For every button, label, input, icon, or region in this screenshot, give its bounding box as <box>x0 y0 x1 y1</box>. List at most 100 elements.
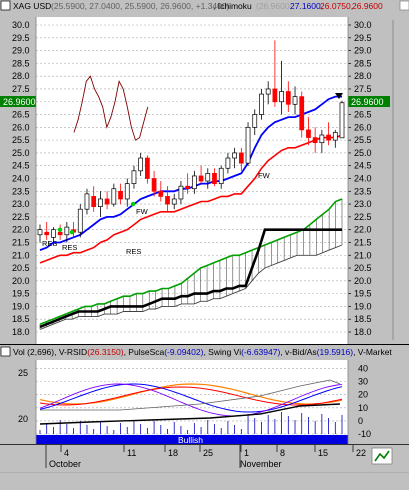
left-price-tick-label: 21.0 <box>12 250 30 260</box>
vol-label-9: , V-Market <box>353 347 392 357</box>
last-price-tag-left <box>0 96 36 107</box>
vol-label-8: (19.5916) <box>317 347 354 357</box>
vol-tick-label: 20 <box>358 390 368 400</box>
price-tick-label: 22.0 <box>354 225 372 235</box>
candle-body <box>57 231 63 236</box>
date-tick-label: 18 <box>168 448 178 458</box>
candle-body <box>77 208 83 233</box>
candle-body <box>104 198 110 205</box>
candle-body <box>178 185 184 200</box>
price-tick-label: 19.5 <box>354 289 372 299</box>
indicator-value-1: (26.9600, <box>256 1 292 11</box>
date-tick-label: 15 <box>318 448 328 458</box>
date-tick-label: 11 <box>127 448 136 458</box>
candle-body <box>131 170 137 184</box>
price-tick-label: 29.0 <box>354 46 372 56</box>
tenkan-blue-line <box>39 95 342 251</box>
left-price-tick-label: 23.5 <box>12 186 30 196</box>
candle-body <box>299 96 305 131</box>
right-scroll-gutter[interactable] <box>390 12 409 345</box>
candle-body <box>158 190 164 197</box>
price-tick-label: 18.0 <box>354 327 372 337</box>
indicator-value-4: 26.9600 <box>352 1 383 11</box>
candle-body <box>205 173 211 182</box>
indicator-value-2: 27.1600, <box>290 1 323 11</box>
candle-body <box>259 93 264 115</box>
price-tick-label: 21.0 <box>354 250 372 260</box>
bidask-line <box>39 383 343 417</box>
left-price-tick-label: 27.5 <box>12 84 30 94</box>
price-tick-label: 19.0 <box>354 301 372 311</box>
left-price-tick-label: 28.0 <box>12 71 30 81</box>
signal-dot <box>130 201 136 207</box>
price-tick-label: 23.0 <box>354 199 372 209</box>
candle-body <box>238 152 244 164</box>
price-tick-label: 26.5 <box>354 110 372 120</box>
date-tick-label: 1 <box>244 448 249 458</box>
candle-body <box>124 183 130 200</box>
pane-menu-icon[interactable] <box>0 0 11 11</box>
candle-body <box>191 175 197 190</box>
date-tick-label: 4 <box>64 448 69 458</box>
candle-body <box>64 226 70 236</box>
price-tick-label: 27.5 <box>354 84 372 94</box>
vol-label-5: , Swing Vi <box>203 347 241 357</box>
left-price-tick-label: 26.0 <box>12 122 30 132</box>
swing-line <box>39 383 343 413</box>
indicator-value-3: 26.0750, <box>320 1 353 11</box>
vol-tick-label: 30 <box>358 377 368 387</box>
pane-close-icon[interactable] <box>399 0 409 11</box>
price-tick-label: 25.0 <box>354 148 372 158</box>
left-price-tick-label: 23.0 <box>12 199 30 209</box>
vol-tick-label: -10 <box>358 429 371 439</box>
candle-body <box>265 88 271 95</box>
left-price-tick-label: 20.5 <box>12 263 30 273</box>
left-price-tick-label: 20.0 <box>12 276 30 286</box>
senkou-thick-line <box>39 228 342 329</box>
candle-body <box>171 198 177 205</box>
vol-tick-label: 10 <box>358 403 368 413</box>
annotation-label: RES <box>42 239 57 248</box>
chikou-line <box>73 75 149 141</box>
candle-body <box>145 157 150 179</box>
candle-body <box>165 196 170 205</box>
candle-body <box>326 134 331 141</box>
horizontal-scrollbar[interactable] <box>0 472 409 490</box>
left-price-tick-label: 29.0 <box>12 46 30 56</box>
candle-body <box>218 167 224 184</box>
left-price-axis: 30.029.529.028.528.027.527.026.526.025.5… <box>12 20 30 337</box>
last-price-right: 26.9600 <box>351 97 384 107</box>
candle-body <box>111 188 117 205</box>
vol-tick-label: 40 <box>358 364 368 374</box>
date-ticks: 4 11 18 25 1 8 15 22 <box>45 445 366 468</box>
date-axis: 4 11 18 25 1 8 15 22 October November <box>0 444 409 490</box>
left-price-tick-label: 26.5 <box>12 110 30 120</box>
bullish-label: Bullish <box>178 435 203 444</box>
date-tick-label: 8 <box>280 448 285 458</box>
price-tick-label: 24.5 <box>354 161 372 171</box>
left-price-tick-label: 30.0 <box>12 20 30 30</box>
left-price-tick-label: 29.5 <box>12 33 30 43</box>
volume-indicator-pane[interactable]: Vol (2,696), V-RSID(26.3150), PulseSca(-… <box>0 344 409 444</box>
candle-body <box>306 129 311 138</box>
vol-left-axis: 25 20 <box>18 368 28 424</box>
candle-body <box>91 196 97 207</box>
left-price-tick-label: 21.5 <box>12 237 30 247</box>
kijun-red-line <box>39 134 343 264</box>
candle-body <box>319 134 325 144</box>
candle-body <box>44 231 50 236</box>
vol-label-2: (26.3150) <box>87 347 124 357</box>
price-tick-label: 30.0 <box>354 20 372 30</box>
price-chart[interactable]: RES RES RES FW FW 30.0 29.5 29.0 28.5 28.0 27.5 27… <box>0 0 409 345</box>
candle-body <box>198 175 204 182</box>
vol-tick-label: 0 <box>358 416 363 426</box>
vol-left-tick-label: 25 <box>18 368 28 378</box>
date-tick-label: 22 <box>356 448 366 458</box>
candle-body <box>285 91 291 105</box>
vol-pane-menu-icon[interactable] <box>0 346 11 357</box>
volume-indicator-lines <box>36 368 348 435</box>
candle-body <box>232 152 237 159</box>
candle-body <box>37 229 43 236</box>
left-price-tick-label: 25.0 <box>12 148 30 158</box>
